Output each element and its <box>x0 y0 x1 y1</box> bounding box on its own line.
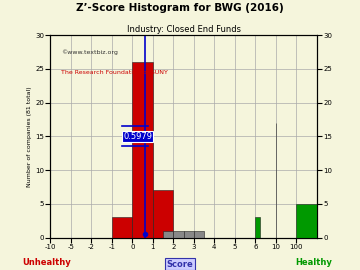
Bar <box>194 231 204 238</box>
Text: Unhealthy: Unhealthy <box>22 258 71 267</box>
Title: Industry: Closed End Funds: Industry: Closed End Funds <box>127 25 240 34</box>
Text: Z’-Score Histogram for BWG (2016): Z’-Score Histogram for BWG (2016) <box>76 3 284 13</box>
Bar <box>132 62 153 238</box>
Bar <box>153 190 174 238</box>
Text: ©www.textbiz.org: ©www.textbiz.org <box>61 49 118 55</box>
Bar <box>255 217 260 238</box>
Bar <box>163 231 174 238</box>
Y-axis label: Number of companies (81 total): Number of companies (81 total) <box>27 86 32 187</box>
Bar <box>174 231 184 238</box>
Text: Healthy: Healthy <box>295 258 332 267</box>
Bar <box>184 231 194 238</box>
Text: 0.5979: 0.5979 <box>123 132 152 141</box>
Text: Score: Score <box>167 260 193 269</box>
Text: The Research Foundation of SUNY: The Research Foundation of SUNY <box>61 69 168 75</box>
Bar <box>112 217 132 238</box>
Bar <box>296 204 317 238</box>
